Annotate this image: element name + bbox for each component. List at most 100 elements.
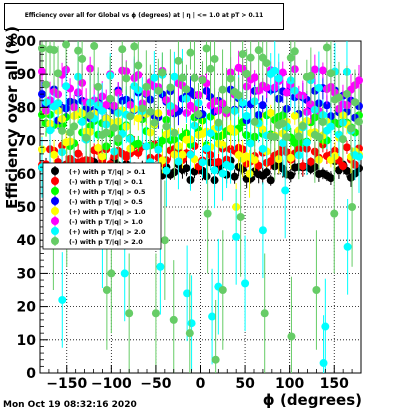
data-point [266, 157, 275, 166]
data-point [338, 135, 347, 144]
data-point [286, 53, 295, 62]
data-point [130, 42, 139, 51]
data-point [343, 242, 352, 251]
data-point [298, 162, 307, 171]
data-point [194, 110, 203, 119]
data-point [226, 74, 235, 83]
data-point [150, 118, 159, 127]
data-point [90, 41, 99, 50]
y-tick-label: 50 [17, 200, 37, 216]
data-point [282, 133, 291, 142]
data-point [202, 44, 211, 53]
data-point [78, 117, 87, 126]
data-point [214, 118, 223, 127]
x-tick-label: −150 [46, 376, 87, 392]
data-point [102, 286, 111, 294]
legend-marker [51, 177, 59, 185]
legend-entry: (+) with p T/|q| > 2.0 [69, 228, 146, 237]
data-point [138, 104, 147, 113]
legend: (+) with p T/|q| > 0.1(-) with p T/|q| >… [42, 162, 162, 250]
data-point [338, 162, 347, 171]
data-point [322, 43, 331, 52]
data-point [66, 128, 75, 137]
data-point [50, 150, 59, 159]
data-point [160, 236, 169, 245]
legend-marker [51, 227, 59, 235]
data-point [218, 286, 227, 294]
data-point [250, 155, 259, 164]
data-point [38, 67, 47, 76]
x-tick-label: −100 [91, 376, 132, 392]
data-point [74, 149, 83, 158]
data-point [326, 122, 335, 131]
data-point [330, 152, 339, 161]
data-point [151, 309, 160, 318]
data-point [134, 61, 143, 70]
data-point [208, 312, 217, 321]
data-point [54, 99, 63, 108]
data-point [46, 126, 55, 135]
data-point [286, 171, 295, 180]
data-point [183, 289, 192, 298]
data-point [182, 85, 191, 94]
legend-marker [51, 237, 59, 245]
legend-box [42, 162, 162, 250]
data-point [162, 122, 171, 131]
data-point [50, 45, 59, 54]
data-point [210, 54, 219, 63]
legend-entry: (-) with p T/|q| > 2.0 [69, 238, 143, 247]
data-point [94, 143, 103, 152]
data-point [246, 139, 255, 148]
data-point [206, 64, 215, 73]
data-point [170, 72, 179, 81]
data-point [214, 157, 223, 166]
data-point [146, 107, 155, 116]
data-point [226, 162, 235, 171]
data-point [206, 129, 215, 138]
data-point [54, 69, 63, 78]
data-point [306, 157, 315, 166]
data-point [246, 53, 255, 62]
data-point [314, 83, 323, 92]
legend-entry: (+) with p T/|q| > 1.0 [69, 208, 146, 217]
y-tick-label: 0 [26, 366, 36, 382]
data-point [254, 161, 263, 170]
data-point [258, 101, 267, 110]
data-point [322, 101, 331, 110]
data-point [158, 136, 167, 145]
y-tick-label: 40 [17, 233, 37, 249]
data-point [98, 106, 107, 115]
data-point [282, 88, 291, 97]
data-point [162, 166, 171, 175]
data-point [125, 309, 134, 318]
data-point [306, 100, 315, 109]
data-point [274, 74, 283, 83]
data-point [174, 157, 183, 166]
data-point [190, 73, 199, 82]
data-point [134, 148, 143, 157]
data-point [314, 133, 323, 142]
data-point [278, 119, 287, 128]
data-point [302, 138, 311, 147]
y-tick-label: 70 [17, 134, 37, 150]
legend-entry: (-) with p T/|q| > 0.5 [69, 198, 143, 207]
y-tick-label: 100 [7, 34, 36, 50]
data-point [82, 133, 91, 142]
data-point [310, 65, 319, 74]
data-point [270, 132, 279, 141]
data-point [182, 164, 191, 173]
data-point [281, 186, 290, 195]
data-point [258, 125, 267, 134]
data-point [348, 203, 357, 211]
data-point [186, 150, 195, 159]
chart-title: Efficiency over all for Global vs ϕ (deg… [24, 12, 264, 19]
data-point [266, 108, 275, 117]
data-point [236, 212, 245, 221]
data-point [298, 122, 307, 131]
data-point [238, 50, 247, 59]
data-point [78, 54, 87, 63]
data-point [342, 143, 351, 152]
data-point [318, 118, 327, 127]
data-point [202, 144, 211, 153]
